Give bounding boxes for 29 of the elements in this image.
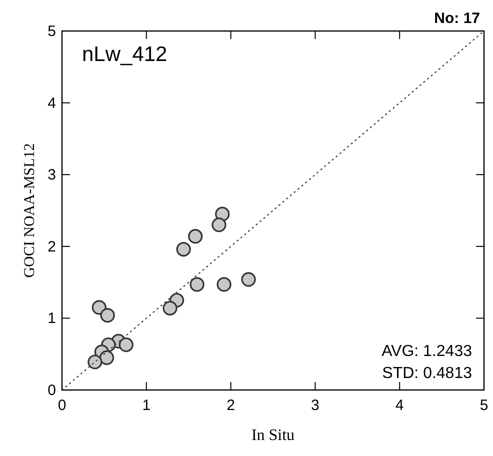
y-tick-label: 1 [48,310,56,328]
annotation: AVG: 1.2433 [382,343,472,360]
point [118,337,134,352]
point [99,350,114,365]
y-axis-title: GOCI NOAA-MSL12 [22,143,38,278]
y-tick-label: 4 [48,94,56,112]
point [212,218,226,232]
point [190,277,204,292]
point [188,229,203,244]
x-tick-label: 2 [226,397,235,414]
text: No: 17 [434,10,480,27]
y-tick-label: 3 [48,166,56,184]
y-tick-label: 0 [48,382,56,399]
x-tick-label: 1 [142,397,151,414]
point [216,277,232,292]
point [176,242,191,257]
y-tick-label: 5 [48,23,56,40]
text: nLw_412 [82,43,168,66]
x-tick-label: 3 [311,397,320,414]
point [100,308,115,323]
point [162,300,178,316]
y-tick-label: 2 [48,238,56,256]
x-axis-title: In Situ [251,427,295,444]
point [88,354,102,370]
point [241,272,256,287]
point [92,300,106,315]
x-tick-label: 4 [395,397,404,414]
annotation: STD: 0.4813 [382,365,472,382]
x-tick-label: 5 [480,397,488,414]
